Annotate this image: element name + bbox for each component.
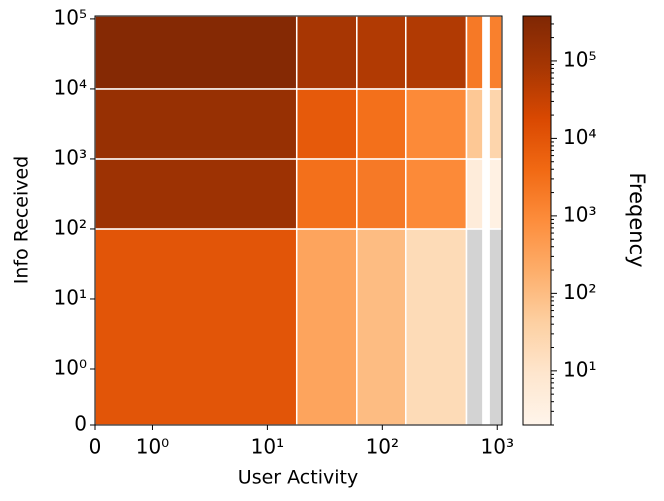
- y-tick-label: 10⁰: [54, 355, 87, 379]
- colorbar-label: Freqency: [625, 172, 649, 267]
- heatmap-cell: [295, 88, 358, 160]
- y-tick-label: 10⁵: [54, 5, 87, 29]
- heatmap-cell: [295, 228, 358, 426]
- x-tick-label: 10¹: [251, 435, 284, 459]
- colorbar-tick-label: 10³: [563, 202, 596, 226]
- heatmap-cell: [405, 15, 468, 90]
- y-tick-label: 10⁴: [54, 75, 87, 99]
- heatmap-cell: [356, 158, 407, 230]
- y-axis-label: Info Received: [11, 156, 33, 284]
- plot-frame: [94, 15, 503, 426]
- x-axis-label: User Activity: [238, 467, 358, 489]
- heatmap-cell: [405, 158, 468, 230]
- colorbar-tick-label: 10⁵: [563, 47, 596, 71]
- heatmap-cell: [94, 88, 298, 160]
- heatmap-cell: [488, 228, 503, 426]
- colorbar-tick-label: 10²: [563, 280, 596, 304]
- heatmap-cell: [295, 15, 358, 90]
- y-tick-label: 10²: [54, 215, 87, 239]
- colorbar-tick-label: 10¹: [563, 357, 596, 381]
- x-tick-label: 10³: [481, 435, 514, 459]
- heatmap-cell: [94, 15, 298, 90]
- heatmap-cell: [465, 158, 484, 230]
- y-tick-label: 10³: [54, 145, 87, 169]
- y-tick-label: 10¹: [54, 285, 87, 309]
- heatmap-cell: [356, 228, 407, 426]
- heatmap-cell: [465, 228, 484, 426]
- x-tick-label: 10⁰: [136, 435, 169, 459]
- heatmap-cell: [465, 88, 484, 160]
- heatmap-cell: [405, 228, 468, 426]
- heatmap-cell: [488, 88, 503, 160]
- heatmap-cell: [465, 15, 484, 90]
- heatmap-cell: [94, 158, 298, 230]
- heatmap-cell: [295, 158, 358, 230]
- x-tick-label: 0: [89, 435, 102, 459]
- heatmap-cell: [356, 15, 407, 90]
- heatmap-cell: [488, 158, 503, 230]
- heatmap-cell: [405, 88, 468, 160]
- heatmap-cell: [356, 88, 407, 160]
- heatmap-cell: [94, 228, 298, 426]
- colorbar: [522, 15, 552, 426]
- heatmap-cell: [488, 15, 503, 90]
- y-tick-label: 0: [74, 412, 87, 436]
- colorbar-tick-label: 10⁴: [563, 125, 596, 149]
- x-tick-label: 10²: [366, 435, 399, 459]
